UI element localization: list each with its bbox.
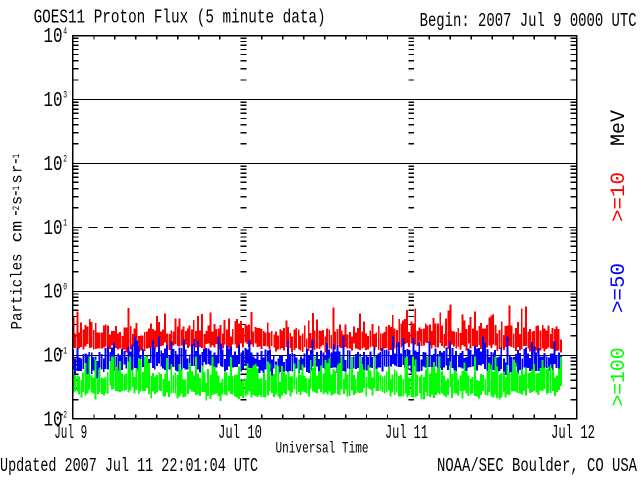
svg-text:Updated 2007 Jul 11 22:01:04 U: Updated 2007 Jul 11 22:01:04 UTC <box>0 455 258 477</box>
svg-text:2: 2 <box>63 155 67 166</box>
svg-text:10: 10 <box>44 410 63 433</box>
svg-text:>=50: >=50 <box>608 263 631 313</box>
svg-text:Particlescm2s1sr1: Particlescm2s1sr1 <box>9 154 27 330</box>
svg-text:1: 1 <box>63 346 67 357</box>
svg-text:10: 10 <box>44 154 63 177</box>
svg-text:0: 0 <box>63 283 67 294</box>
svg-text:Jul 11: Jul 11 <box>385 422 428 444</box>
svg-text:2: 2 <box>63 410 67 421</box>
svg-text:4: 4 <box>63 27 67 38</box>
svg-text:Jul 9: Jul 9 <box>54 422 87 444</box>
svg-text:NOAA/SEC Boulder, CO USA: NOAA/SEC Boulder, CO USA <box>437 455 637 477</box>
svg-text:GOES11 Proton Flux (5 minute d: GOES11 Proton Flux (5 minute data) <box>34 6 326 28</box>
svg-text:MeV: MeV <box>608 110 631 146</box>
svg-text:Jul 12: Jul 12 <box>551 422 595 444</box>
svg-text:10: 10 <box>44 90 63 113</box>
svg-text:Jul 10: Jul 10 <box>218 422 262 444</box>
svg-text:Begin: 2007 Jul 9 0000 UTC: Begin: 2007 Jul 9 0000 UTC <box>420 10 637 32</box>
svg-text:>=10: >=10 <box>608 172 631 222</box>
svg-text:3: 3 <box>63 91 67 102</box>
svg-text:10: 10 <box>44 346 63 369</box>
svg-text:10: 10 <box>44 218 63 241</box>
svg-text:10: 10 <box>44 26 63 49</box>
svg-text:Universal Time: Universal Time <box>276 440 369 458</box>
svg-text:1: 1 <box>63 219 67 230</box>
svg-text:10: 10 <box>44 282 63 305</box>
svg-text:>=100: >=100 <box>608 348 631 407</box>
